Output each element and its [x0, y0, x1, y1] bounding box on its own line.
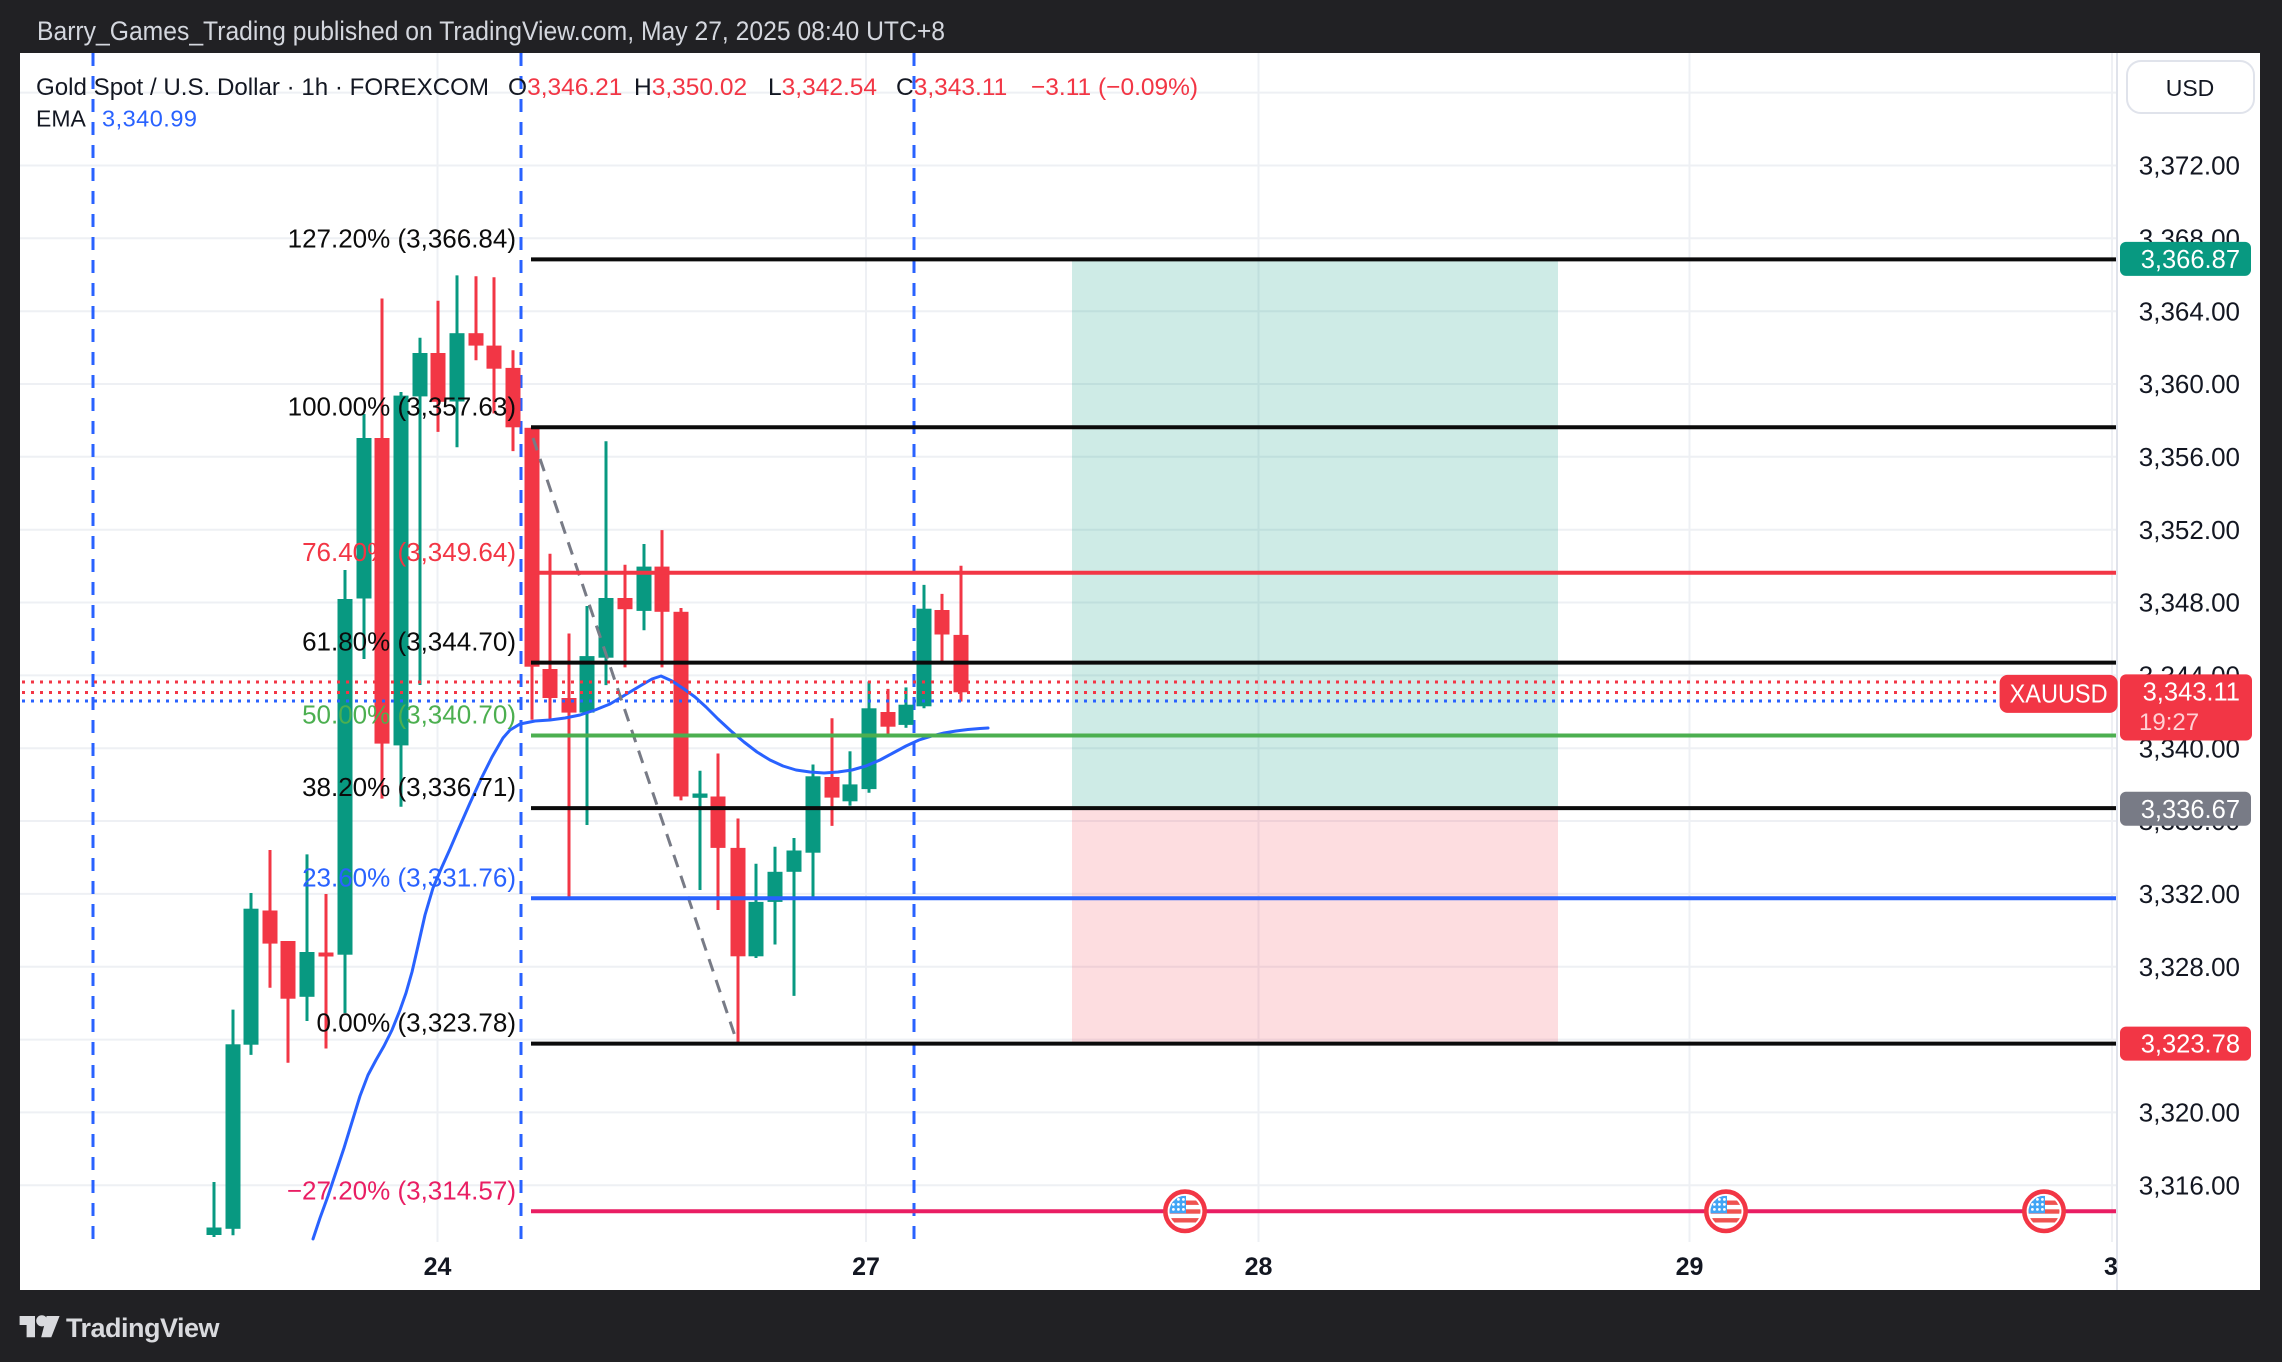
svg-text:3,323.78: 3,323.78: [2141, 1031, 2240, 1059]
svg-text:3,372.00: 3,372.00: [2139, 151, 2240, 181]
svg-text:76.40% (3,349.64): 76.40% (3,349.64): [302, 537, 516, 567]
svg-text:50.00% (3,340.70): 50.00% (3,340.70): [302, 700, 516, 730]
svg-text:3,364.00: 3,364.00: [2139, 296, 2240, 326]
svg-text:3,356.00: 3,356.00: [2139, 442, 2240, 472]
svg-text:XAUUSD: XAUUSD: [2010, 681, 2108, 709]
svg-text:USD: USD: [2166, 75, 2215, 101]
svg-text:3,332.00: 3,332.00: [2139, 879, 2240, 909]
svg-text:23.60% (3,331.76): 23.60% (3,331.76): [302, 862, 516, 892]
svg-text:3,343.11: 3,343.11: [2143, 679, 2240, 707]
svg-text:Gold Spot / U.S. Dollar · 1h ·: Gold Spot / U.S. Dollar · 1h · FOREXCOM O…: [36, 74, 1198, 101]
svg-text:TradingView: TradingView: [66, 1313, 221, 1343]
svg-text:29: 29: [1676, 1253, 1704, 1281]
svg-text:3: 3: [2104, 1253, 2118, 1281]
svg-text:3,320.00: 3,320.00: [2139, 1098, 2240, 1128]
svg-text:38.20% (3,336.71): 38.20% (3,336.71): [302, 772, 516, 802]
svg-text:3,328.00: 3,328.00: [2139, 952, 2240, 982]
svg-text:100.00% (3,357.63): 100.00% (3,357.63): [288, 391, 516, 421]
svg-text:19:27: 19:27: [2139, 709, 2199, 736]
svg-text:28: 28: [1245, 1253, 1273, 1281]
svg-text:61.80% (3,344.70): 61.80% (3,344.70): [302, 627, 516, 657]
svg-text:3,316.00: 3,316.00: [2139, 1170, 2240, 1200]
svg-text:0.00% (3,323.78): 0.00% (3,323.78): [317, 1008, 516, 1038]
svg-text:3,366.87: 3,366.87: [2141, 246, 2240, 274]
svg-text:3,336.67: 3,336.67: [2141, 796, 2240, 824]
svg-text:3,352.00: 3,352.00: [2139, 515, 2240, 545]
svg-text:3,348.00: 3,348.00: [2139, 588, 2240, 618]
svg-text:24: 24: [424, 1253, 452, 1281]
svg-text:3,360.00: 3,360.00: [2139, 369, 2240, 399]
svg-text:27: 27: [852, 1253, 880, 1281]
svg-text:Barry_Games_Trading published: Barry_Games_Trading published on Trading…: [37, 16, 945, 46]
svg-text:127.20% (3,366.84): 127.20% (3,366.84): [288, 224, 516, 254]
svg-text:−27.20% (3,314.57): −27.20% (3,314.57): [287, 1175, 516, 1205]
